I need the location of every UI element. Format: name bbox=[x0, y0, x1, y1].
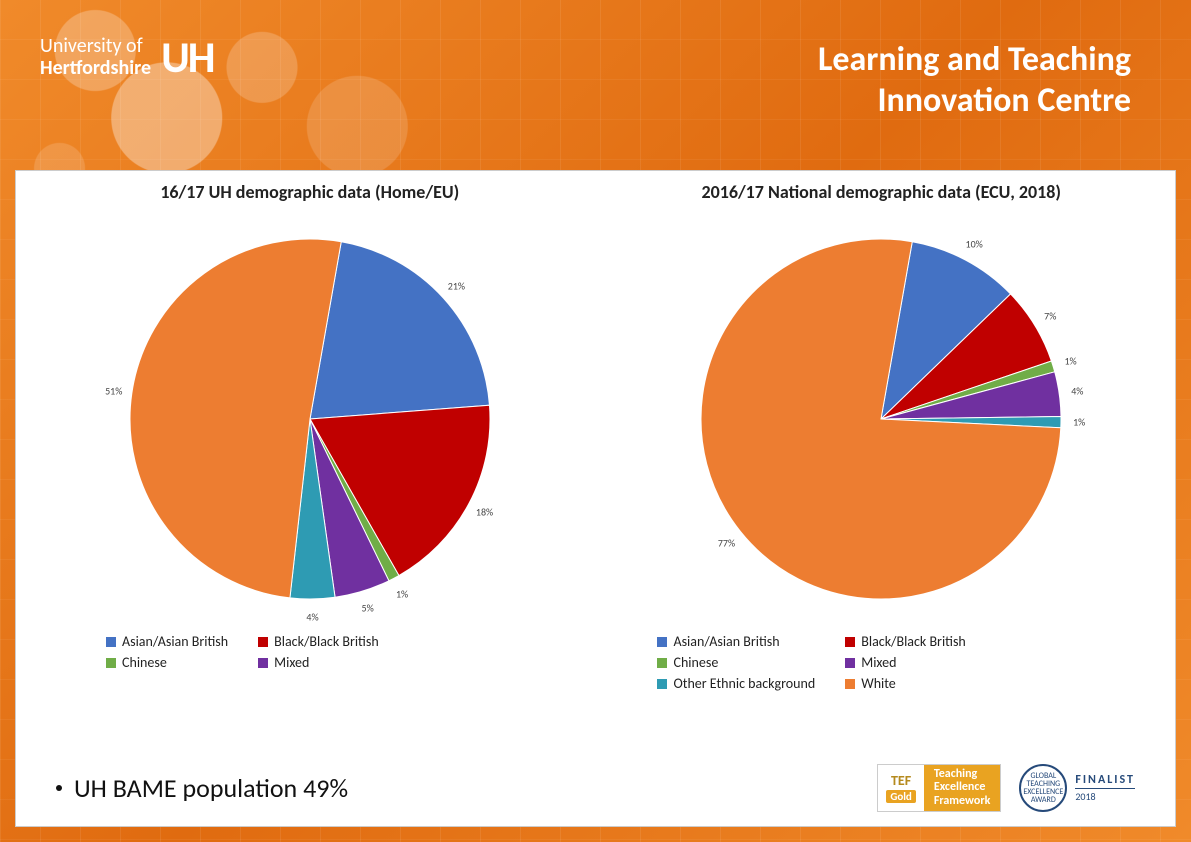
legend-label-mixed: Mixed bbox=[274, 654, 309, 671]
tef-gold-badge: TEF Gold Teaching Excellence Framework bbox=[877, 764, 1001, 812]
tef-line3: Framework bbox=[934, 795, 991, 808]
bullet-point: UH BAME population 49% bbox=[56, 772, 348, 804]
slice-label-black: 18% bbox=[476, 505, 493, 518]
global-teaching-award-badge: GLOBAL TEACHING EXCELLENCE AWARD FINALIS… bbox=[1019, 764, 1135, 812]
slide-header: University of Hertfordshire UH Learning … bbox=[0, 0, 1191, 170]
chart2-column: 2016/17 National demographic data (ECU, … bbox=[617, 181, 1145, 756]
legend-item-black: Black/Black British bbox=[845, 633, 966, 650]
slice-label-white: 77% bbox=[718, 536, 735, 549]
legend-swatch-chinese bbox=[106, 658, 116, 668]
tef-right: Teaching Excellence Framework bbox=[924, 765, 1001, 811]
legend-item-black: Black/Black British bbox=[258, 633, 379, 650]
slice-label-chinese: 1% bbox=[396, 588, 408, 601]
legend-label-mixed: Mixed bbox=[861, 654, 896, 671]
award-text: FINALIST 2018 bbox=[1075, 773, 1135, 803]
legend-swatch-mixed bbox=[258, 658, 268, 668]
title-line1: Learning and Teaching bbox=[818, 40, 1131, 81]
content-panel: 16/17 UH demographic data (Home/EU) 21% 1… bbox=[15, 170, 1176, 827]
tef-left: TEF Gold bbox=[878, 765, 924, 811]
slice-label-chinese: 1% bbox=[1064, 355, 1076, 368]
legend-swatch-mixed bbox=[845, 658, 855, 668]
tef-line2: Excellence bbox=[934, 781, 991, 794]
charts-row: 16/17 UH demographic data (Home/EU) 21% 1… bbox=[46, 181, 1145, 756]
chart2-title: 2016/17 National demographic data (ECU, … bbox=[701, 181, 1061, 203]
bullet-icon bbox=[56, 785, 62, 791]
chart2-pie: 10% 7% 1% 4% 1% 77% bbox=[671, 209, 1091, 629]
tef-label: TEF bbox=[891, 774, 911, 788]
legend-item-white: White bbox=[845, 675, 966, 692]
uh-logo: University of Hertfordshire UH bbox=[40, 30, 214, 84]
slice-label-white: 51% bbox=[105, 384, 122, 397]
legend-item-asian: Asian/Asian British bbox=[106, 633, 228, 650]
legend-swatch-asian bbox=[657, 637, 667, 647]
legend-label-white: White bbox=[861, 675, 896, 692]
chart1-legend: Asian/Asian British Black/Black British Ch… bbox=[46, 633, 574, 671]
chart1-column: 16/17 UH demographic data (Home/EU) 21% 1… bbox=[46, 181, 574, 756]
logo-text: University of Hertfordshire bbox=[40, 35, 151, 79]
legend-swatch-chinese bbox=[657, 658, 667, 668]
slice-label-asian: 21% bbox=[448, 279, 465, 292]
legend-item-chinese: Chinese bbox=[106, 654, 228, 671]
tef-rating: Gold bbox=[886, 790, 916, 803]
award-seal-icon: GLOBAL TEACHING EXCELLENCE AWARD bbox=[1019, 764, 1067, 812]
legend-item-asian: Asian/Asian British bbox=[657, 633, 815, 650]
legend-item-mixed: Mixed bbox=[845, 654, 966, 671]
legend-label-asian: Asian/Asian British bbox=[673, 633, 779, 650]
slice-label-other: 1% bbox=[1073, 416, 1085, 429]
chart1-pie: 21% 18% 1% 5% 4% 51% bbox=[100, 209, 520, 629]
slice-label-asian: 10% bbox=[966, 238, 983, 251]
legend-swatch-black bbox=[258, 637, 268, 647]
slide-title: Learning and Teaching Innovation Centre bbox=[818, 40, 1131, 122]
slice-label-other: 4% bbox=[306, 610, 318, 623]
legend-swatch-black bbox=[845, 637, 855, 647]
legend-swatch-other bbox=[657, 679, 667, 689]
slice-label-mixed: 5% bbox=[362, 602, 374, 615]
logo-mark: UH bbox=[161, 30, 213, 84]
title-line2: Innovation Centre bbox=[818, 81, 1131, 122]
slice-label-mixed: 4% bbox=[1071, 385, 1083, 398]
legend-label-chinese: Chinese bbox=[122, 654, 167, 671]
legend-item-chinese: Chinese bbox=[657, 654, 815, 671]
slice-label-black: 7% bbox=[1044, 309, 1056, 322]
logo-line2: Hertfordshire bbox=[40, 57, 151, 79]
award-year: 2018 bbox=[1075, 790, 1095, 803]
bullet-text: UH BAME population 49% bbox=[74, 772, 348, 804]
chart1-title: 16/17 UH demographic data (Home/EU) bbox=[160, 181, 459, 203]
legend-label-chinese: Chinese bbox=[673, 654, 718, 671]
legend-label-black: Black/Black British bbox=[274, 633, 379, 650]
logo-line1: University of bbox=[40, 35, 151, 57]
legend-label-black: Black/Black British bbox=[861, 633, 966, 650]
award-finalist: FINALIST bbox=[1075, 773, 1135, 789]
footer-logos: TEF Gold Teaching Excellence Framework G… bbox=[877, 764, 1135, 812]
bottom-row: UH BAME population 49% TEF Gold Teaching… bbox=[46, 756, 1145, 826]
legend-swatch-asian bbox=[106, 637, 116, 647]
legend-label-other: Other Ethnic background bbox=[673, 675, 815, 692]
legend-item-mixed: Mixed bbox=[258, 654, 379, 671]
legend-item-other: Other Ethnic background bbox=[657, 675, 815, 692]
chart2-legend: Asian/Asian British Black/Black British Ch… bbox=[617, 633, 1145, 692]
legend-swatch-white bbox=[845, 679, 855, 689]
legend-label-asian: Asian/Asian British bbox=[122, 633, 228, 650]
